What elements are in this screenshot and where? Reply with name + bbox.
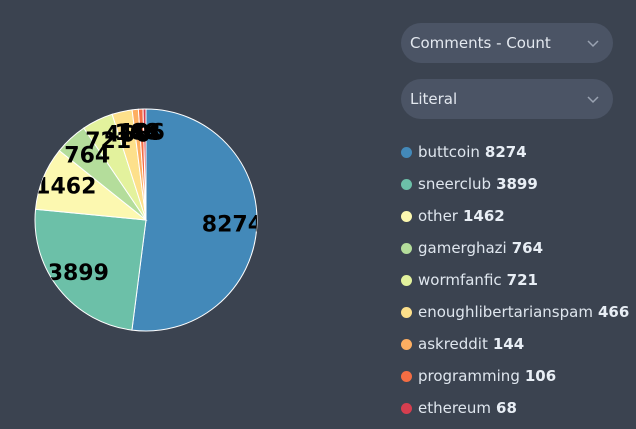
legend-value: 466 bbox=[597, 303, 630, 321]
legend-item: other 1462 bbox=[401, 200, 629, 232]
slice-label: 1462 bbox=[35, 174, 96, 199]
legend-label: enoughlibertarianspam bbox=[418, 303, 593, 321]
legend-label: ethereum bbox=[418, 399, 492, 417]
slice-label: 3899 bbox=[48, 261, 109, 286]
slice-label: 144 bbox=[115, 121, 161, 146]
legend-swatch bbox=[401, 178, 412, 190]
legend-value: 721 bbox=[506, 271, 538, 289]
legend-value: 8274 bbox=[484, 143, 527, 161]
legend-item: askreddit 144 bbox=[401, 328, 629, 360]
legend-value: 764 bbox=[511, 239, 544, 257]
legend-value: 144 bbox=[492, 335, 525, 353]
legend-item: ethereum 68 bbox=[401, 392, 629, 424]
legend-value: 68 bbox=[496, 399, 517, 417]
legend-swatch bbox=[401, 146, 412, 158]
slice-label: 466 bbox=[104, 122, 150, 147]
legend-swatch bbox=[401, 274, 412, 286]
legend: buttcoin 8274 sneerclub 3899 other 1462 gamerg… bbox=[401, 136, 629, 424]
legend-swatch bbox=[401, 210, 412, 222]
legend-item: programming 106 bbox=[401, 360, 629, 392]
legend-item: buttcoin 8274 bbox=[401, 136, 629, 168]
legend-label: gamerghazi bbox=[418, 239, 507, 257]
pie-slice bbox=[131, 108, 258, 332]
mode-dropdown[interactable]: Literal bbox=[401, 79, 613, 119]
legend-label: wormfanfic bbox=[418, 271, 502, 289]
dropdown-text: Comments - Count bbox=[410, 34, 551, 52]
legend-swatch bbox=[401, 370, 412, 382]
legend-item: sneerclub 3899 bbox=[401, 168, 629, 200]
slice-label: 764 bbox=[64, 143, 110, 168]
slice-label: 8274 bbox=[202, 213, 263, 238]
legend-label: other bbox=[418, 207, 458, 225]
legend-label: buttcoin bbox=[418, 143, 480, 161]
legend-swatch bbox=[401, 338, 412, 350]
metric-dropdown[interactable]: Comments - Count bbox=[401, 23, 613, 63]
legend-swatch bbox=[401, 402, 412, 414]
chevron bbox=[587, 40, 599, 48]
pie-slice bbox=[142, 108, 147, 221]
legend-item: wormfanfic 721 bbox=[401, 264, 629, 296]
legend-value: 106 bbox=[524, 367, 557, 385]
slice-label: 68 bbox=[130, 120, 161, 145]
legend-value: 3899 bbox=[496, 175, 538, 193]
chevron bbox=[587, 96, 599, 104]
dropdown-text: Literal bbox=[410, 90, 458, 108]
legend-label: programming bbox=[418, 367, 520, 385]
slice-label: 106 bbox=[119, 121, 165, 146]
legend-swatch bbox=[401, 306, 412, 318]
pie-slice bbox=[34, 208, 147, 331]
legend-swatch bbox=[401, 242, 412, 254]
legend-label: askreddit bbox=[418, 335, 488, 353]
legend-item: enoughlibertarianspam 466 bbox=[401, 296, 629, 328]
legend-item: gamerghazi 764 bbox=[401, 232, 629, 264]
slice-label: 721 bbox=[85, 129, 131, 154]
legend-value: 1462 bbox=[462, 207, 505, 225]
legend-label: sneerclub bbox=[418, 175, 492, 193]
